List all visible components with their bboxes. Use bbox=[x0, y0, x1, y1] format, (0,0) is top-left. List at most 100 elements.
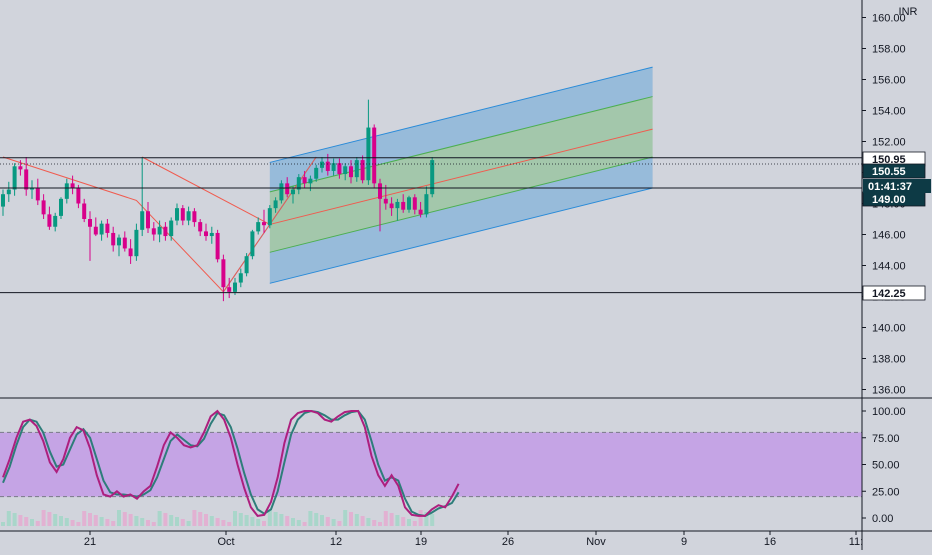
pitchfork-inner-lower-line[interactable] bbox=[269, 156, 653, 253]
candle bbox=[169, 217, 174, 241]
candle-body bbox=[244, 256, 249, 274]
candle bbox=[175, 203, 179, 226]
x-tick-label: 19 bbox=[415, 536, 427, 548]
volume-bar bbox=[169, 515, 174, 526]
candle-body bbox=[105, 223, 110, 233]
candle-body bbox=[122, 237, 127, 249]
volume-bar bbox=[82, 511, 87, 526]
stoch-k-line bbox=[2, 409, 460, 517]
candle bbox=[395, 198, 400, 221]
pitchfork-median-line[interactable] bbox=[269, 128, 653, 225]
candle bbox=[24, 157, 29, 196]
candle-body bbox=[273, 200, 278, 209]
volume-bar bbox=[378, 522, 382, 526]
candle-body bbox=[64, 183, 69, 199]
candle-body bbox=[279, 183, 284, 201]
candle bbox=[128, 239, 133, 264]
volume-bar bbox=[64, 518, 69, 526]
candle-body bbox=[53, 215, 58, 227]
candle bbox=[134, 223, 139, 261]
volume-bar bbox=[233, 511, 237, 526]
candle bbox=[59, 197, 63, 219]
candle-body bbox=[412, 197, 417, 210]
candle-body bbox=[47, 214, 52, 227]
volume-bar bbox=[99, 517, 104, 526]
candle bbox=[227, 277, 232, 299]
candle-body bbox=[308, 178, 313, 184]
candle bbox=[424, 186, 429, 218]
candle-body bbox=[343, 166, 348, 175]
candle-body bbox=[59, 198, 63, 216]
pitchfork-drawing[interactable] bbox=[2, 66, 653, 293]
volume-bar bbox=[401, 517, 406, 526]
candle-body bbox=[192, 211, 197, 223]
candle bbox=[302, 170, 307, 188]
candle bbox=[53, 212, 58, 232]
candle bbox=[209, 226, 214, 244]
candle-body bbox=[1, 194, 5, 207]
volume-bar bbox=[372, 520, 377, 526]
volume-bar bbox=[337, 521, 342, 526]
candle bbox=[430, 157, 435, 198]
volume-bar bbox=[418, 510, 423, 526]
volume-bar bbox=[424, 512, 429, 526]
candle bbox=[285, 177, 290, 198]
pitchfork-inner-upper-line[interactable] bbox=[269, 96, 653, 193]
volume-bar bbox=[349, 512, 353, 526]
volume-bar bbox=[12, 513, 17, 526]
price-label-text: 150.55 bbox=[872, 166, 906, 178]
candle bbox=[296, 174, 301, 195]
pitchfork-outer-upper-line[interactable] bbox=[269, 66, 653, 163]
candle bbox=[47, 206, 52, 230]
candle bbox=[308, 175, 313, 192]
candle bbox=[157, 220, 162, 243]
pitchfork-pivot-line[interactable] bbox=[141, 156, 271, 225]
stoch-y-tick-label: 50.00 bbox=[872, 460, 900, 472]
volume-bar bbox=[157, 511, 162, 526]
candle bbox=[238, 268, 243, 288]
volume-bar bbox=[366, 518, 371, 526]
volume-bar bbox=[227, 522, 232, 526]
price-label: 142.25 bbox=[862, 285, 926, 301]
candle bbox=[233, 277, 237, 295]
candle-body bbox=[93, 226, 98, 235]
candle bbox=[262, 209, 266, 233]
pitchfork-outer-upper-band bbox=[269, 67, 653, 192]
candle-body bbox=[360, 160, 365, 181]
candle-body bbox=[169, 220, 174, 237]
volume-bar bbox=[389, 513, 394, 526]
candle-body bbox=[12, 166, 17, 190]
volume-bar bbox=[111, 521, 116, 526]
volume-bar bbox=[117, 510, 121, 526]
volume-bar bbox=[105, 519, 110, 526]
candle bbox=[151, 222, 156, 241]
candle bbox=[30, 180, 34, 199]
stoch-y-tick-label: 75.00 bbox=[872, 433, 900, 445]
y-tick-label: 136.00 bbox=[872, 385, 906, 397]
volume-bar bbox=[395, 515, 400, 526]
stochastic-pane bbox=[0, 409, 862, 526]
candle bbox=[343, 163, 348, 181]
candle bbox=[279, 180, 284, 204]
candle-body bbox=[267, 208, 272, 226]
volume-bar bbox=[93, 515, 98, 526]
candle bbox=[76, 184, 81, 209]
volume-bar bbox=[146, 520, 150, 526]
volume-bar bbox=[430, 514, 435, 526]
pitchfork-outer-lower-line[interactable] bbox=[269, 187, 653, 284]
candle-body bbox=[88, 219, 92, 227]
candle bbox=[6, 181, 11, 202]
volume-bar bbox=[59, 516, 63, 526]
candle-body bbox=[198, 222, 203, 232]
candle-body bbox=[30, 188, 34, 190]
candle-body bbox=[430, 160, 435, 195]
horizontal-lines[interactable] bbox=[0, 157, 862, 294]
candle bbox=[267, 205, 272, 229]
volume-bar bbox=[221, 520, 226, 526]
x-tick-label: Oct bbox=[217, 536, 234, 548]
stoch-y-tick-label: 25.00 bbox=[872, 486, 900, 498]
candle-body bbox=[140, 211, 145, 230]
stoch-d-line bbox=[2, 409, 460, 517]
